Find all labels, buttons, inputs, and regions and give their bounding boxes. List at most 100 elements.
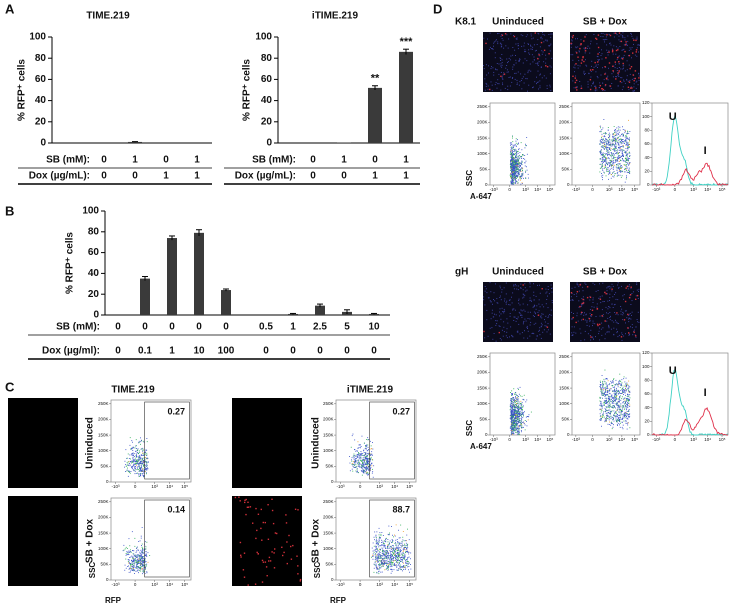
scatter-dot — [129, 455, 130, 456]
flow-x-tick-label: 10³ — [376, 582, 383, 587]
scatter-dot — [615, 134, 616, 135]
scatter-dot — [627, 157, 628, 158]
speckle — [501, 72, 502, 73]
speckle — [626, 44, 627, 45]
speckle — [506, 332, 507, 333]
speckle — [250, 506, 251, 507]
flow-x-tick-label: 10⁴ — [618, 187, 625, 192]
speckle — [577, 57, 578, 58]
speckle — [518, 43, 519, 44]
scatter-dot — [136, 567, 137, 568]
scatter-dot — [364, 462, 365, 463]
speckle — [537, 336, 538, 337]
scatter-dot — [390, 558, 391, 559]
speckle — [244, 553, 245, 554]
scatter-dot — [379, 571, 380, 572]
scatter-dot — [394, 554, 395, 555]
scatter-dot — [404, 556, 405, 557]
speckle — [622, 50, 623, 51]
scatter-dot — [146, 470, 147, 471]
speckle — [581, 298, 582, 299]
speckle — [507, 328, 508, 329]
scatter-dot — [615, 144, 616, 145]
speckle — [608, 325, 609, 326]
speckle — [639, 80, 640, 81]
scatter-dot — [362, 462, 363, 463]
scatter-dot — [131, 453, 132, 454]
speckle — [518, 45, 519, 46]
scatter-dot — [137, 467, 138, 468]
speckle — [614, 312, 615, 313]
scatter-dot — [383, 535, 384, 536]
scatter-dot — [607, 167, 608, 168]
scatter-dot — [607, 151, 608, 152]
speckle — [262, 560, 263, 561]
scatter-dot — [621, 167, 622, 168]
scatter-dot — [127, 462, 128, 463]
micrograph-bg — [232, 496, 302, 586]
scatter-dot — [407, 557, 408, 558]
scatter-dot — [604, 136, 605, 137]
scatter-dot — [139, 463, 140, 464]
speckle — [551, 67, 552, 68]
speckle — [523, 284, 524, 285]
speckle — [494, 333, 495, 334]
speckle — [528, 85, 529, 86]
speckle — [586, 322, 587, 323]
speckle — [506, 283, 507, 284]
speckle — [612, 296, 613, 297]
speckle — [541, 315, 542, 316]
speckle — [607, 76, 608, 77]
scatter-dot — [386, 554, 387, 555]
scatter-dot — [140, 561, 141, 562]
scatter-dot — [132, 561, 133, 562]
scatter-dot — [608, 147, 609, 148]
speckle — [612, 50, 613, 51]
speckle — [611, 45, 612, 46]
scatter-dot — [599, 151, 600, 152]
y-tick-label: 40 — [88, 268, 100, 279]
scatter-dot — [513, 403, 514, 404]
speckle — [509, 77, 510, 78]
speckle — [604, 66, 605, 67]
scatter-dot — [362, 436, 363, 437]
scatter-dot — [407, 558, 408, 559]
speckle — [540, 87, 541, 88]
speckle — [638, 84, 639, 85]
speckle — [522, 35, 523, 36]
scatter-dot — [621, 134, 622, 135]
scatter-dot — [381, 557, 382, 558]
speckle — [283, 552, 284, 553]
scatter-dot — [618, 144, 619, 145]
speckle — [541, 313, 542, 314]
scatter-dot — [362, 468, 363, 469]
scatter-dot — [600, 164, 601, 165]
speckle — [495, 84, 496, 85]
table-row-label: Dox (µg/mL): — [235, 171, 296, 182]
speckle — [622, 314, 623, 315]
speckle — [606, 78, 607, 79]
speckle — [607, 293, 608, 294]
scatter-dot — [138, 572, 139, 573]
scatter-dot — [126, 547, 127, 548]
scatter-dot — [143, 476, 144, 477]
speckle — [603, 36, 604, 37]
speckle — [507, 89, 508, 90]
speckle — [610, 287, 611, 288]
speckle — [623, 68, 624, 69]
scatter-dot — [378, 557, 379, 558]
scatter-dot — [395, 536, 396, 537]
scatter-dot — [625, 135, 626, 136]
scatter-dot — [626, 152, 627, 153]
flow-y-tick-label: 200K — [323, 417, 334, 422]
table-value: 0 — [115, 346, 121, 357]
scatter-dot — [405, 569, 406, 570]
scatter-dot — [379, 528, 380, 529]
speckle — [577, 38, 578, 39]
scatter-dot — [601, 149, 602, 150]
scatter-dot — [608, 174, 609, 175]
scatter-dot — [619, 146, 620, 147]
speckle — [614, 37, 615, 38]
scatter-dot — [143, 558, 144, 559]
speckle — [586, 314, 587, 315]
